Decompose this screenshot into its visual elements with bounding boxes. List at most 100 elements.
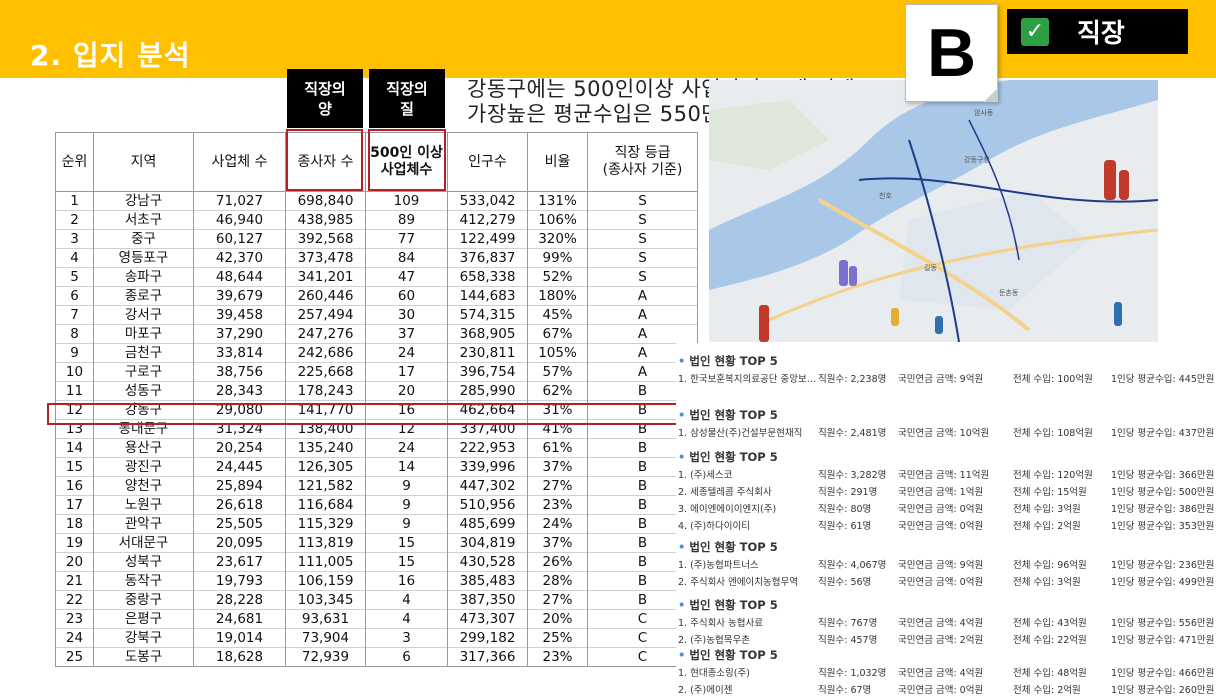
grade-letter: B: [926, 15, 977, 91]
table-cell: 12: [55, 400, 94, 420]
corp-row: 3. 에이엔에이이엔지(주) 직원수: 80명 국민연금 금액: 0억원 전체 수입:…: [678, 499, 1216, 516]
corp-cell: 국민연금 금액: 1억원: [898, 486, 984, 498]
corp-cell: 국민연금 금액: 4억원: [898, 667, 984, 679]
table-cell: 42,370: [193, 248, 286, 268]
bullet-icon: •: [678, 540, 686, 554]
table-cell: 9: [365, 495, 448, 515]
table-cell: 강서구: [93, 305, 194, 325]
col-rank: 순위: [55, 132, 94, 192]
col-large-businesses: 500인 이상 사업체수: [365, 132, 448, 192]
table-cell: 122,499: [447, 229, 528, 249]
table-row: 18 관악구 25,505 115,329 9 485,699 24% B: [55, 514, 698, 534]
table-cell: 341,201: [285, 267, 366, 287]
table-cell: 106%: [527, 210, 588, 230]
corp-row: 4. (주)하다이이티 직원수: 61명 국민연금 금액: 0억원 전체 수입: 2억…: [678, 516, 1216, 533]
table-cell: 438,985: [285, 210, 366, 230]
table-cell: 강남구: [93, 191, 194, 211]
svg-text:강동구청: 강동구청: [964, 155, 990, 164]
table-cell: 13: [55, 419, 94, 439]
table-row: 11 성동구 28,343 178,243 20 285,990 62% B: [55, 381, 698, 401]
table-cell: 93,631: [285, 609, 366, 629]
table-cell: 37%: [527, 457, 588, 477]
table-cell: 89: [365, 210, 448, 230]
table-cell: 23%: [527, 495, 588, 515]
table-cell: 113,819: [285, 533, 366, 553]
table-cell: 23%: [527, 647, 588, 667]
table-cell: 20,095: [193, 533, 286, 553]
table-cell: 노원구: [93, 495, 194, 515]
table-row: 3 중구 60,127 392,568 77 122,499 320% S: [55, 229, 698, 249]
corp-cell: 전체 수입: 120억원: [1013, 469, 1093, 481]
table-cell: 72,939: [285, 647, 366, 667]
table-row: 15 광진구 24,445 126,305 14 339,996 37% B: [55, 457, 698, 477]
bullet-icon: •: [678, 354, 686, 368]
corp-cell: 1. (주)세스코: [678, 469, 733, 481]
corp-cell: 직원수: 61명: [818, 520, 872, 532]
table-cell: 20,254: [193, 438, 286, 458]
table-row: 8 마포구 37,290 247,276 37 368,905 67% A: [55, 324, 698, 344]
corp-cell: 1인당 평균수입: 466만원: [1111, 667, 1215, 679]
table-cell: 473,307: [447, 609, 528, 629]
map-graphic: 강동구청 천호 길동 암사동 둔촌동: [709, 80, 1158, 342]
bullet-icon: •: [678, 648, 686, 662]
table-cell: 138,400: [285, 419, 366, 439]
col-job-grade: 직장 등급 (종사자 기준): [587, 132, 698, 192]
table-cell: 61%: [527, 438, 588, 458]
table-cell: 180%: [527, 286, 588, 306]
heading-text: 법인 현황 TOP 5: [689, 450, 778, 464]
table-cell: 141,770: [285, 400, 366, 420]
bullet-icon: •: [678, 598, 686, 612]
corp-cell: 1인당 평균수입: 236만원: [1111, 559, 1215, 571]
col-ratio: 비율: [527, 132, 588, 192]
table-cell: 관악구: [93, 514, 194, 534]
table-cell: 마포구: [93, 324, 194, 344]
table-cell: 24: [365, 343, 448, 363]
table-row: 16 양천구 25,894 121,582 9 447,302 27% B: [55, 476, 698, 496]
corp-cell: 1. (주)농협파트너스: [678, 559, 759, 571]
corp-cell: 국민연금 금액: 0억원: [898, 503, 984, 515]
table-cell: 강동구: [93, 400, 194, 420]
table-cell: 6: [55, 286, 94, 306]
corp-cell: 1인당 평균수입: 353만원: [1111, 520, 1215, 532]
table-cell: 77: [365, 229, 448, 249]
grade-card: B: [905, 4, 998, 102]
table-cell: 105%: [527, 343, 588, 363]
table-cell: 종로구: [93, 286, 194, 306]
table-cell: 20: [365, 381, 448, 401]
table-cell: 17: [365, 362, 448, 382]
table-cell: 373,478: [285, 248, 366, 268]
table-cell: 698,840: [285, 191, 366, 211]
corp-row: 1. (주)농협파트너스 직원수: 4,067명 국민연금 금액: 9억원 전체 수입…: [678, 555, 1216, 572]
table-cell: 376,837: [447, 248, 528, 268]
corp-group: • 법인 현황 TOP 5 1. (주)농협파트너스 직원수: 4,067명 국민연금 …: [678, 539, 1216, 589]
table-cell: 31,324: [193, 419, 286, 439]
table-cell: 광진구: [93, 457, 194, 477]
table-cell: 27%: [527, 476, 588, 496]
corp-cell: 1인당 평균수입: 499만원: [1111, 576, 1215, 588]
table-cell: 22: [55, 590, 94, 610]
table-cell: 성북구: [93, 552, 194, 572]
table-row: 24 강북구 19,014 73,904 3 299,182 25% C: [55, 628, 698, 648]
corp-row: 1. 한국보훈복지의료공단 중앙보… 직원수: 2,238명 국민연금 금액: 9억…: [678, 369, 1216, 386]
table-cell: 동대문구: [93, 419, 194, 439]
corp-cell: 1인당 평균수입: 445만원: [1111, 373, 1215, 385]
table-cell: 28,343: [193, 381, 286, 401]
table-cell: 39,679: [193, 286, 286, 306]
table-cell: 24%: [527, 514, 588, 534]
table-cell: 178,243: [285, 381, 366, 401]
table-cell: 4: [365, 590, 448, 610]
svg-text:천호: 천호: [879, 191, 892, 200]
corp-cell: 직원수: 457명: [818, 634, 878, 646]
table-cell: 41%: [527, 419, 588, 439]
table-cell: 27%: [527, 590, 588, 610]
table-row: 12 강동구 29,080 141,770 16 462,664 31% B: [55, 400, 698, 420]
corp-group: • 법인 현황 TOP 5 1. 현대종소링(주) 직원수: 1,032명 국민연금 금…: [678, 647, 1216, 697]
table-cell: 26%: [527, 552, 588, 572]
table-cell: 67%: [527, 324, 588, 344]
table-cell: 12: [365, 419, 448, 439]
col-employees: 종사자 수: [285, 132, 366, 192]
table-cell: 111,005: [285, 552, 366, 572]
table-cell: 304,819: [447, 533, 528, 553]
table-cell: 10: [55, 362, 94, 382]
corp-row: 2. (주)에이젠 직원수: 67명 국민연금 금액: 0억원 전체 수입: 2억원 1…: [678, 680, 1216, 697]
